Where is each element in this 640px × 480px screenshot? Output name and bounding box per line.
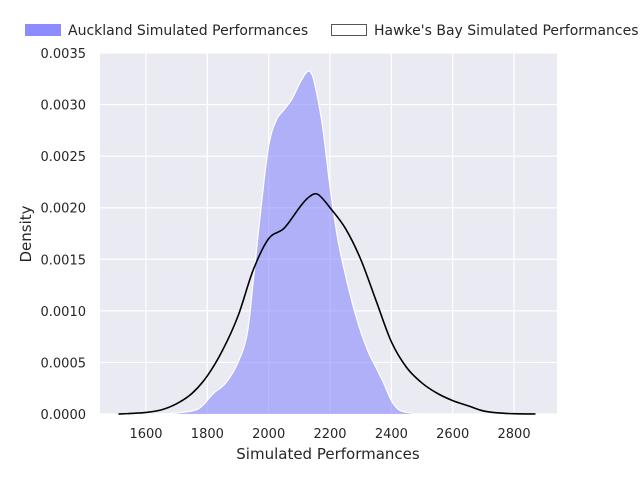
- legend-label-0: Auckland Simulated Performances: [68, 23, 308, 39]
- x-tick-label: 2600: [436, 427, 469, 442]
- series-area-0: [130, 70, 423, 414]
- y-tick-label: 0.0025: [41, 150, 87, 165]
- y-tick-label: 0.0015: [41, 253, 87, 268]
- series-line-1: [118, 192, 536, 415]
- x-tick-label: 2200: [313, 427, 346, 442]
- series-outline-0: [130, 70, 423, 415]
- x-tick-label: 1600: [129, 427, 162, 442]
- y-tick-label: 0.0020: [41, 202, 87, 217]
- y-tick-label: 0.0000: [41, 408, 87, 423]
- y-tick-label: 0.0035: [41, 47, 87, 62]
- series-layer: [118, 70, 536, 415]
- x-axis-title: Simulated Performances: [236, 445, 420, 463]
- x-tick-label: 1800: [191, 427, 224, 442]
- y-tick-label: 0.0005: [41, 356, 87, 371]
- y-axis-ticks: 0.0000 0.0005 0.0010 0.0015 0.0020 0.0025 0.00…: [41, 47, 87, 423]
- x-tick-label: 2800: [498, 427, 531, 442]
- legend: Auckland Simulated Performances Hawke's B…: [25, 23, 639, 39]
- x-tick-label: 2000: [252, 427, 285, 442]
- y-axis-title: Density: [17, 205, 35, 262]
- y-tick-label: 0.0010: [41, 305, 87, 320]
- y-tick-label: 0.0030: [41, 99, 87, 114]
- legend-swatch-1: [331, 24, 367, 36]
- legend-swatch-0: [25, 24, 61, 36]
- legend-label-1: Hawke's Bay Simulated Performances: [374, 23, 639, 39]
- x-tick-label: 2400: [375, 427, 408, 442]
- x-axis-ticks: 1600 1800 2000 2200 2400 2600 2800: [129, 427, 530, 442]
